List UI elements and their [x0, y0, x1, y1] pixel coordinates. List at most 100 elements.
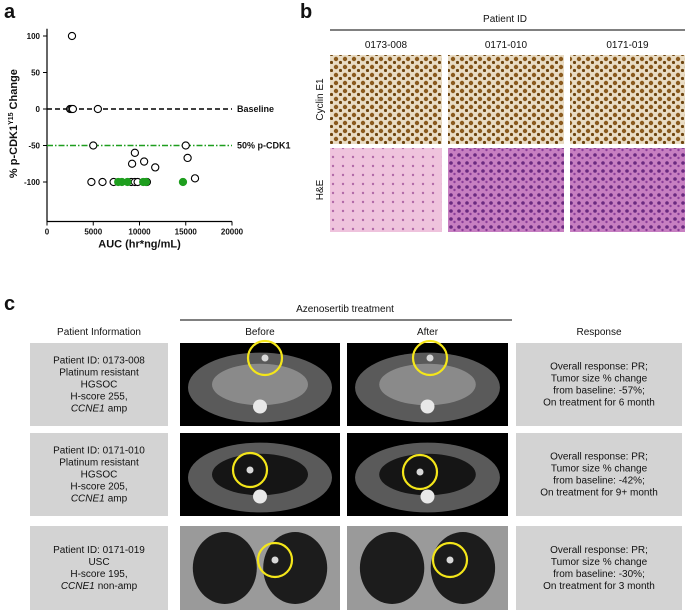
reference-label: 50% p-CDK1: [237, 141, 291, 151]
point: [181, 141, 190, 150]
reference-label: Baseline: [237, 104, 274, 114]
ct-bone: [420, 399, 435, 414]
x-tick-label: 15000: [175, 228, 198, 237]
column-header: Before: [245, 327, 275, 338]
point: [93, 104, 103, 114]
response-text: Tumor size % change: [551, 557, 648, 568]
y-tick-label: -50: [28, 142, 40, 151]
response-text: On treatment for 3 month: [543, 581, 655, 592]
ct-organ: [379, 363, 476, 406]
ct-table: Patient Information Before After Response Pa…: [30, 327, 682, 610]
ct-lung: [263, 532, 328, 604]
group-header: Azenosertib treatment: [296, 304, 394, 315]
panel-label: c: [4, 293, 15, 315]
lesion-marker: [431, 541, 469, 579]
point: [139, 157, 149, 166]
point: [89, 141, 98, 150]
response-box: [516, 526, 682, 610]
point: [127, 159, 137, 168]
y-tick-label: 50: [31, 69, 40, 78]
patient-info: HGSOC: [81, 470, 118, 481]
column-header: Response: [576, 327, 621, 338]
point: [67, 31, 77, 41]
lesion-marker: [411, 339, 449, 377]
histology-image: [330, 55, 442, 144]
point: [141, 177, 151, 187]
info-box: [30, 433, 168, 516]
column-header: After: [417, 327, 439, 338]
lesion-marker: [256, 541, 294, 579]
column-header: 0171-019: [606, 40, 649, 51]
histology-image: [570, 55, 685, 144]
scatter-plot: -100 -50 0 50 100 0 5000 10000 15000 20000 AUC (hr…: [8, 28, 291, 251]
point: [130, 148, 140, 157]
gene-status: amp: [108, 494, 128, 505]
response-text: On treatment for 6 month: [543, 398, 655, 409]
response-text: Overall response: PR;: [550, 545, 648, 556]
point: [151, 163, 160, 172]
gene-name: CCNE1: [61, 581, 95, 592]
ct-lung: [430, 532, 496, 604]
patient-info: Patient ID: 0173-008: [53, 356, 145, 367]
patient-info: Platinum resistant: [59, 368, 139, 379]
point: [123, 177, 132, 187]
lesion: [261, 354, 269, 362]
patient-gene: CCNE1 amp: [71, 494, 128, 505]
response-text: from baseline: -30%;: [553, 569, 645, 580]
response-text: from baseline: -42%;: [553, 476, 645, 487]
ct-organ: [379, 453, 476, 496]
lesion: [426, 354, 434, 362]
gene-status: amp: [108, 404, 128, 415]
lesion: [446, 556, 454, 564]
lesion-marker: [246, 339, 284, 377]
response-box: [516, 343, 682, 426]
histology-image: [570, 148, 685, 232]
histology-image: [330, 148, 442, 232]
ct-lung: [192, 532, 257, 604]
response-text: Tumor size % change: [551, 374, 648, 385]
ct-lung: [359, 532, 425, 604]
ct-organ: [212, 363, 308, 406]
column-header: 0173-008: [365, 40, 408, 51]
y-tick-label: 0: [36, 105, 41, 114]
ct-bone: [253, 489, 267, 504]
point: [87, 177, 96, 187]
y-axis-label-sup: Y15: [8, 112, 15, 125]
response-text: Overall response: PR;: [550, 362, 648, 373]
patient-gene: CCNE1 amp: [71, 404, 128, 415]
lesion-marker: [401, 453, 439, 491]
response-box: [516, 433, 682, 516]
y-axis-label-suffix: Change: [8, 69, 20, 109]
row-label: Cyclin E1: [315, 78, 326, 121]
response-text: from baseline: -57%;: [553, 386, 645, 397]
x-tick-label: 10000: [128, 228, 151, 237]
panel-label: b: [300, 1, 312, 23]
x-axis-label: AUC (hr*ng/mL): [98, 239, 181, 251]
patient-info: USC: [88, 557, 109, 568]
point: [178, 177, 188, 187]
patient-info: H-score 195,: [70, 569, 127, 580]
y-axis-label: % p-CDK1Y15 Change: [8, 69, 20, 178]
histology-grid: 0173-008 0171-010 0171-019 Cyclin E1 H&E: [315, 40, 685, 232]
patient-info: HGSOC: [81, 380, 118, 391]
panel-label: a: [4, 1, 16, 23]
point: [190, 174, 200, 183]
x-tick-label: 5000: [84, 228, 102, 237]
gene-status: non-amp: [98, 581, 138, 592]
column-header: Patient Information: [57, 327, 141, 338]
response-text: On treatment for 9+ month: [540, 488, 658, 499]
point: [68, 104, 78, 114]
patient-info: H-score 205,: [70, 482, 127, 493]
histology-title: Patient ID: [483, 14, 527, 25]
y-axis-label-main: % p-CDK1: [8, 125, 20, 178]
response-text: Tumor size % change: [551, 464, 648, 475]
patient-info: Patient ID: 0171-010: [53, 446, 145, 457]
ct-bone: [253, 399, 267, 414]
patient-info: H-score 255,: [70, 392, 127, 403]
x-tick-label: 0: [45, 228, 50, 237]
x-tick-label: 20000: [221, 228, 244, 237]
point: [98, 177, 107, 187]
point: [183, 153, 192, 163]
